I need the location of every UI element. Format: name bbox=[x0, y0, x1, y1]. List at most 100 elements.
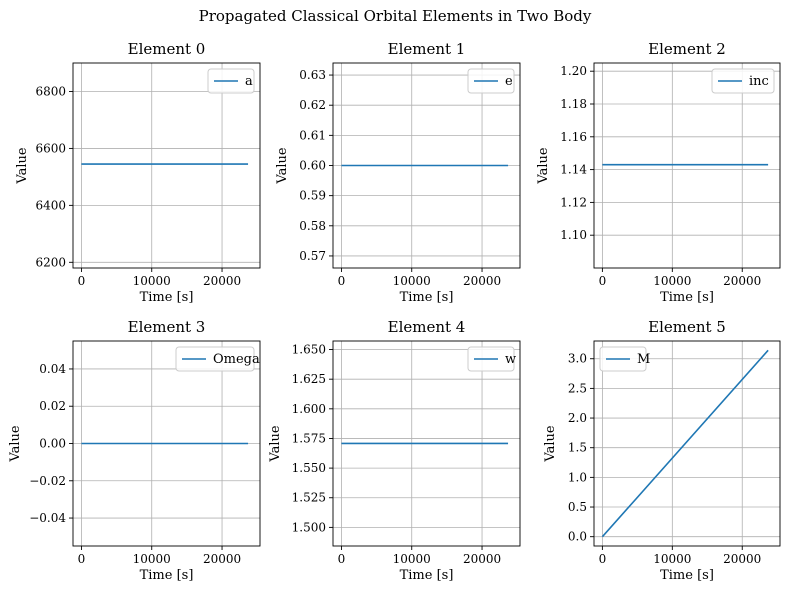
x-tick-label: 0 bbox=[599, 274, 607, 288]
x-tick-label: 10000 bbox=[393, 552, 431, 566]
axes-frame bbox=[332, 340, 521, 547]
y-tick-label: 1.12 bbox=[560, 195, 587, 209]
legend-box bbox=[711, 68, 775, 94]
axes-frame bbox=[593, 62, 781, 269]
x-axis-label: Time [s] bbox=[660, 568, 714, 583]
legend-label: M bbox=[637, 352, 650, 367]
legend-label: e bbox=[505, 74, 513, 89]
y-axis-label: Value bbox=[275, 147, 290, 184]
y-tick-label: 1.650 bbox=[292, 343, 326, 357]
y-tick-label: 1.10 bbox=[560, 228, 587, 242]
subplots: 0 10000 20000 6200 6400 6600 6800 Element 0 Time… bbox=[8, 40, 781, 583]
x-tick-label: 10000 bbox=[653, 274, 691, 288]
x-tick-label: 20000 bbox=[463, 274, 501, 288]
y-tick-label: 1.500 bbox=[292, 520, 326, 534]
x-tick-label: 10000 bbox=[393, 274, 431, 288]
y-tick-label: 6200 bbox=[35, 255, 66, 269]
y-tick-label: 0.61 bbox=[299, 128, 326, 142]
subplot-0: 0 10000 20000 6200 6400 6600 6800 Element 0 Time… bbox=[15, 40, 261, 305]
y-tick-label: 1.575 bbox=[292, 431, 326, 445]
x-axis-label: Time [s] bbox=[400, 568, 454, 583]
y-tick-label: 6400 bbox=[35, 198, 66, 212]
x-tick-label: 20000 bbox=[723, 274, 761, 288]
y-tick-label: 1.0 bbox=[568, 470, 587, 484]
x-axis-label: Time [s] bbox=[400, 290, 454, 305]
y-tick-label: 1.625 bbox=[292, 372, 326, 386]
subplot-title: Element 1 bbox=[388, 40, 466, 58]
legend: inc bbox=[711, 68, 775, 94]
y-tick-label: −0.04 bbox=[29, 511, 66, 525]
subplot-1: 0 10000 20000 0.57 0.58 0.59 0.60 0.61 0.62 0.63 E… bbox=[275, 40, 521, 305]
legend: a bbox=[207, 68, 255, 94]
x-tick-label: 10000 bbox=[653, 552, 691, 566]
y-tick-label: 0.00 bbox=[39, 437, 66, 451]
subplot-5: 0 10000 20000 0.0 0.5 1.0 1.5 2.0 2.5 3.0 Element … bbox=[543, 318, 781, 583]
x-tick-label: 0 bbox=[78, 274, 86, 288]
x-axis-label: Time [s] bbox=[140, 290, 194, 305]
legend-label: inc bbox=[749, 74, 769, 89]
x-tick-label: 0 bbox=[78, 552, 86, 566]
y-tick-label: 0.63 bbox=[299, 68, 326, 82]
y-tick-label: 0.62 bbox=[299, 98, 326, 112]
y-axis-label: Value bbox=[8, 425, 23, 462]
y-tick-label: 1.525 bbox=[292, 491, 326, 505]
y-tick-label: −0.02 bbox=[29, 474, 66, 488]
y-tick-label: 0.5 bbox=[568, 500, 587, 514]
y-tick-label: 0.58 bbox=[299, 219, 326, 233]
x-tick-label: 20000 bbox=[203, 274, 241, 288]
y-axis-label: Value bbox=[15, 147, 30, 184]
y-tick-label: 2.5 bbox=[568, 381, 587, 395]
y-tick-label: 0.04 bbox=[39, 362, 66, 376]
x-tick-label: 10000 bbox=[133, 552, 171, 566]
y-tick-label: 0.57 bbox=[299, 249, 326, 263]
legend-label: Omega bbox=[213, 352, 260, 367]
legend-box bbox=[175, 346, 255, 372]
y-tick-label: 1.5 bbox=[568, 441, 587, 455]
y-tick-label: 1.18 bbox=[560, 97, 587, 111]
legend-label: w bbox=[505, 352, 516, 367]
subplot-3: 0 10000 20000 −0.04 −0.02 0.00 0.02 0.04 Element… bbox=[8, 318, 261, 583]
y-tick-label: 1.600 bbox=[292, 402, 326, 416]
legend: e bbox=[467, 68, 515, 94]
y-tick-label: 0.59 bbox=[299, 189, 326, 203]
subplot-4: 0 10000 20000 1.500 1.525 1.550 1.575 1.600 1.62… bbox=[268, 318, 521, 583]
legend-label: a bbox=[245, 74, 253, 89]
y-tick-label: 2.0 bbox=[568, 411, 587, 425]
x-tick-label: 0 bbox=[338, 552, 346, 566]
y-tick-label: 1.14 bbox=[560, 163, 587, 177]
subplot-title: Element 2 bbox=[648, 40, 726, 58]
legend: Omega bbox=[175, 346, 260, 372]
subplot-2: 0 10000 20000 1.10 1.12 1.14 1.16 1.18 1.20 Eleme… bbox=[536, 40, 781, 305]
legend: M bbox=[599, 346, 650, 372]
subplot-title: Element 0 bbox=[128, 40, 206, 58]
axes-frame bbox=[72, 62, 261, 269]
figure-title: Propagated Classical Orbital Elements in… bbox=[199, 7, 592, 25]
y-tick-label: 1.20 bbox=[560, 64, 587, 78]
x-tick-label: 10000 bbox=[133, 274, 171, 288]
x-axis-label: Time [s] bbox=[660, 290, 714, 305]
x-tick-label: 20000 bbox=[463, 552, 501, 566]
y-axis-label: Value bbox=[543, 425, 558, 462]
y-axis-label: Value bbox=[268, 425, 283, 462]
y-tick-label: 6600 bbox=[35, 141, 66, 155]
y-axis-label: Value bbox=[536, 147, 551, 184]
y-tick-label: 6800 bbox=[35, 84, 66, 98]
y-tick-label: 3.0 bbox=[568, 352, 587, 366]
x-tick-label: 0 bbox=[599, 552, 607, 566]
y-tick-label: 0.02 bbox=[39, 399, 66, 413]
y-tick-label: 0.60 bbox=[299, 159, 326, 173]
subplot-title: Element 3 bbox=[128, 318, 206, 336]
x-tick-label: 20000 bbox=[203, 552, 241, 566]
x-tick-label: 20000 bbox=[723, 552, 761, 566]
y-tick-label: 1.16 bbox=[560, 130, 587, 144]
y-tick-label: 0.0 bbox=[568, 530, 587, 544]
x-axis-label: Time [s] bbox=[140, 568, 194, 583]
axes-frame bbox=[593, 340, 781, 547]
subplot-title: Element 4 bbox=[388, 318, 466, 336]
series-line-M bbox=[601, 349, 769, 538]
subplot-title: Element 5 bbox=[648, 318, 726, 336]
legend: w bbox=[467, 346, 516, 372]
y-tick-label: 1.550 bbox=[292, 461, 326, 475]
x-tick-label: 0 bbox=[338, 274, 346, 288]
